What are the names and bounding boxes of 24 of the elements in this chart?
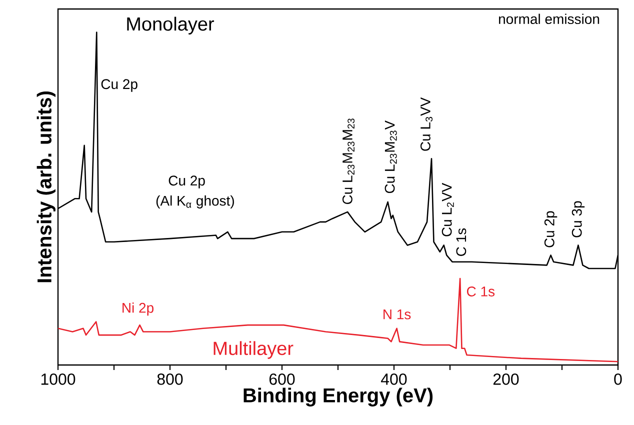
annotation: Cu L$_{23}$M$_{23}$M$_{23}$: [342, 118, 355, 204]
x-axis-title: Binding Energy (eV): [244, 388, 433, 406]
annotation: C 1s: [456, 228, 466, 256]
y-axis-title: Intensity (arb. units): [36, 92, 56, 282]
annotation: N 1s: [384, 310, 411, 320]
annotation: (Al K$_{α}$ ghost): [156, 195, 234, 208]
annotation: Cu 2p: [168, 176, 205, 188]
annotation: Cu 2p: [101, 79, 138, 92]
annotation: C 1s: [466, 286, 495, 296]
x-tick-label: 200: [493, 374, 519, 385]
annotation: Ni 2p: [122, 302, 154, 316]
series-label: Multilayer: [214, 341, 294, 359]
annotation: Cu L$_{2}$VV: [442, 182, 454, 236]
annotation: Cu 3p: [572, 201, 585, 238]
annotation: Cu 2p: [544, 211, 558, 248]
annotation: Cu L$_{23}$M$_{23}$V: [384, 120, 397, 194]
annotation: Cu L$_{3}$VV: [420, 97, 433, 151]
series-label: Monolayer: [127, 16, 214, 34]
x-tick-label: 0: [614, 374, 622, 385]
x-tick-label: 600: [269, 374, 295, 385]
x-tick-label: 1000: [41, 374, 76, 385]
x-tick-label: 800: [157, 374, 183, 385]
x-tick-label: 400: [381, 374, 407, 385]
text: normal emission: [498, 14, 600, 24]
